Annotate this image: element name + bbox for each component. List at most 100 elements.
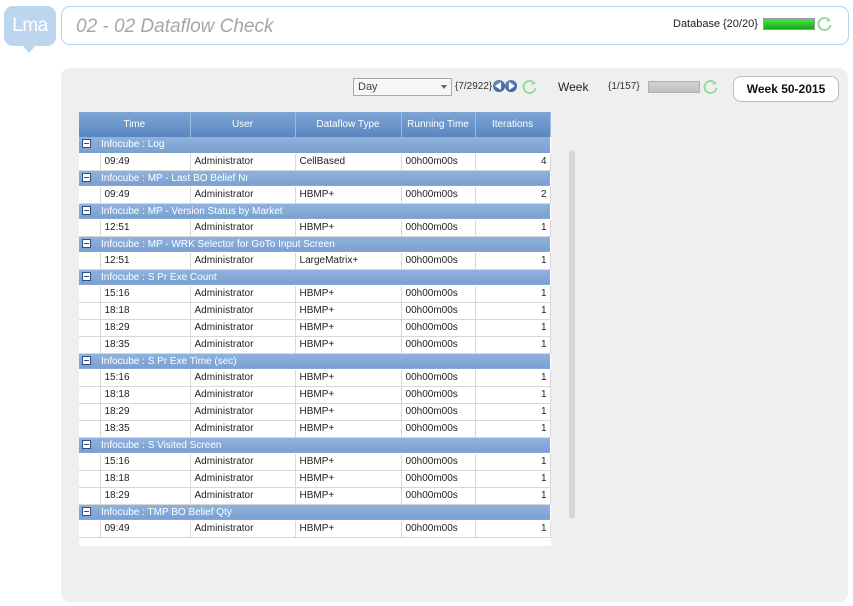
collapse-icon[interactable]: [82, 205, 91, 215]
cell-time: 18:18: [100, 302, 191, 320]
table-row[interactable]: 09:49 Administrator HBMP+ 00h00m00s 1: [79, 520, 551, 538]
cell-running-time: 00h00m00s: [401, 153, 476, 171]
database-label: Database: [673, 18, 721, 30]
row-gutter: [79, 153, 101, 171]
table-row[interactable]: 18:29 Administrator HBMP+ 00h00m00s 1: [79, 319, 551, 337]
row-gutter: [79, 453, 101, 471]
cell-time: 18:29: [100, 319, 191, 337]
grid-scrollbar[interactable]: [569, 150, 575, 519]
table-row[interactable]: 18:35 Administrator HBMP+ 00h00m00s 1: [79, 420, 551, 438]
cell-time: 18:35: [100, 420, 191, 438]
column-header-iterations[interactable]: Iterations: [475, 112, 551, 137]
cell-dataflow-type: HBMP+: [295, 386, 402, 404]
group-title: Infocube : S Pr Exe Count: [101, 271, 217, 283]
cell-iterations: 1: [475, 386, 551, 404]
group-row[interactable]: Infocube : MP - Version Status by Market: [79, 203, 551, 220]
row-gutter: [79, 420, 101, 438]
table-row[interactable]: 09:49 Administrator CellBased 00h00m00s 4: [79, 153, 551, 171]
group-header[interactable]: Infocube : MP - Version Status by Market: [79, 203, 551, 220]
week-button[interactable]: Week 50-2015: [733, 76, 839, 102]
group-header[interactable]: Infocube : MP - WRK Selector for GoTo In…: [79, 236, 551, 253]
table-row[interactable]: 18:18 Administrator HBMP+ 00h00m00s 1: [79, 386, 551, 404]
group-title: Infocube : MP - WRK Selector for GoTo In…: [101, 238, 335, 250]
table-row[interactable]: 18:35 Administrator HBMP+ 00h00m00s 1: [79, 336, 551, 354]
table-row[interactable]: 12:51 Administrator HBMP+ 00h00m00s 1: [79, 219, 551, 237]
cell-user: Administrator: [190, 470, 296, 488]
cell-user: Administrator: [190, 219, 296, 237]
collapse-icon[interactable]: [82, 238, 91, 248]
cell-time: 18:29: [100, 403, 191, 421]
group-header[interactable]: Infocube : MP - Last BO Belief Nr: [79, 170, 551, 187]
table-header-row: Time User Dataflow Type Running Time Ite…: [79, 112, 551, 137]
group-header[interactable]: Infocube : S Pr Exe Count: [79, 269, 551, 286]
group-row[interactable]: Infocube : S Pr Exe Time (sec): [79, 353, 551, 370]
group-row[interactable]: Infocube : MP - WRK Selector for GoTo In…: [79, 236, 551, 253]
table-row[interactable]: 18:29 Administrator HBMP+ 00h00m00s 1: [79, 403, 551, 421]
table-row[interactable]: 09:49 Administrator HBMP+ 00h00m00s 2: [79, 186, 551, 204]
week-refresh-icon[interactable]: [703, 79, 719, 95]
group-row[interactable]: Infocube : MP - Last BO Belief Nr: [79, 170, 551, 187]
previous-arrow-icon[interactable]: [493, 80, 505, 92]
cell-time: 09:49: [100, 520, 191, 538]
column-header-running-time[interactable]: Running Time: [401, 112, 476, 137]
cell-user: Administrator: [190, 285, 296, 303]
table-row[interactable]: 15:16 Administrator HBMP+ 00h00m00s 1: [79, 453, 551, 471]
cell-user: Administrator: [190, 386, 296, 404]
page-title: 02 - 02 Dataflow Check: [76, 16, 274, 37]
cell-user: Administrator: [190, 453, 296, 471]
collapse-icon[interactable]: [82, 506, 91, 516]
group-row[interactable]: Infocube : TMP BO Belief Qty: [79, 504, 551, 521]
cell-dataflow-type: HBMP+: [295, 403, 402, 421]
group-header[interactable]: Infocube : S Visited Screen: [79, 437, 551, 454]
row-gutter: [79, 252, 101, 270]
row-gutter: [79, 302, 101, 320]
logo-text: Lma: [12, 15, 48, 36]
cell-iterations: 1: [475, 319, 551, 337]
table-row[interactable]: 12:51 Administrator LargeMatrix+ 00h00m00s 1: [79, 252, 551, 270]
group-row[interactable]: Infocube : S Visited Screen: [79, 437, 551, 454]
column-header-dataflow-type[interactable]: Dataflow Type: [295, 112, 402, 137]
cell-user: Administrator: [190, 420, 296, 438]
group-header[interactable]: Infocube : S Pr Exe Time (sec): [79, 353, 551, 370]
cell-dataflow-type: HBMP+: [295, 319, 402, 337]
group-header[interactable]: Infocube : TMP BO Belief Qty: [79, 504, 551, 521]
cell-iterations: 1: [475, 403, 551, 421]
table-row[interactable]: 18:18 Administrator HBMP+ 00h00m00s 1: [79, 470, 551, 488]
cell-running-time: 00h00m00s: [401, 369, 476, 387]
cell-running-time: 00h00m00s: [401, 336, 476, 354]
group-header[interactable]: Infocube : Log: [79, 137, 551, 154]
group-row[interactable]: Infocube : Log: [79, 137, 551, 154]
collapse-icon[interactable]: [82, 139, 91, 149]
cell-time: 15:16: [100, 453, 191, 471]
cell-iterations: 1: [475, 520, 551, 538]
group-row[interactable]: Infocube : S Pr Exe Count: [79, 269, 551, 286]
table-row[interactable]: 18:18 Administrator HBMP+ 00h00m00s 1: [79, 302, 551, 320]
week-progress-bar: [648, 81, 700, 93]
database-refresh-icon[interactable]: [817, 16, 833, 32]
table-row[interactable]: 15:16 Administrator HBMP+ 00h00m00s 1: [79, 369, 551, 387]
day-refresh-icon[interactable]: [522, 79, 538, 95]
cell-running-time: 00h00m00s: [401, 403, 476, 421]
cell-time: 15:16: [100, 369, 191, 387]
collapse-icon[interactable]: [82, 439, 91, 449]
column-header-user[interactable]: User: [190, 112, 296, 137]
column-header-time[interactable]: Time: [79, 112, 191, 137]
group-title: Infocube : TMP BO Belief Qty: [101, 506, 232, 518]
table-row[interactable]: 18:29 Administrator HBMP+ 00h00m00s 1: [79, 487, 551, 505]
row-gutter: [79, 487, 101, 505]
period-select[interactable]: Day: [353, 78, 452, 96]
cell-iterations: 1: [475, 336, 551, 354]
table-row[interactable]: 15:16 Administrator HBMP+ 00h00m00s 1: [79, 285, 551, 303]
main-panel: Day {7/2922} Week {1/157} Week 50-2015 T…: [61, 68, 848, 602]
cell-dataflow-type: LargeMatrix+: [295, 252, 402, 270]
cell-running-time: 00h00m00s: [401, 453, 476, 471]
cell-dataflow-type: HBMP+: [295, 520, 402, 538]
collapse-icon[interactable]: [82, 172, 91, 182]
collapse-icon[interactable]: [82, 355, 91, 365]
cell-time: 09:49: [100, 153, 191, 171]
cell-user: Administrator: [190, 403, 296, 421]
row-gutter: [79, 186, 101, 204]
cell-dataflow-type: HBMP+: [295, 285, 402, 303]
next-arrow-icon[interactable]: [505, 80, 517, 92]
collapse-icon[interactable]: [82, 271, 91, 281]
